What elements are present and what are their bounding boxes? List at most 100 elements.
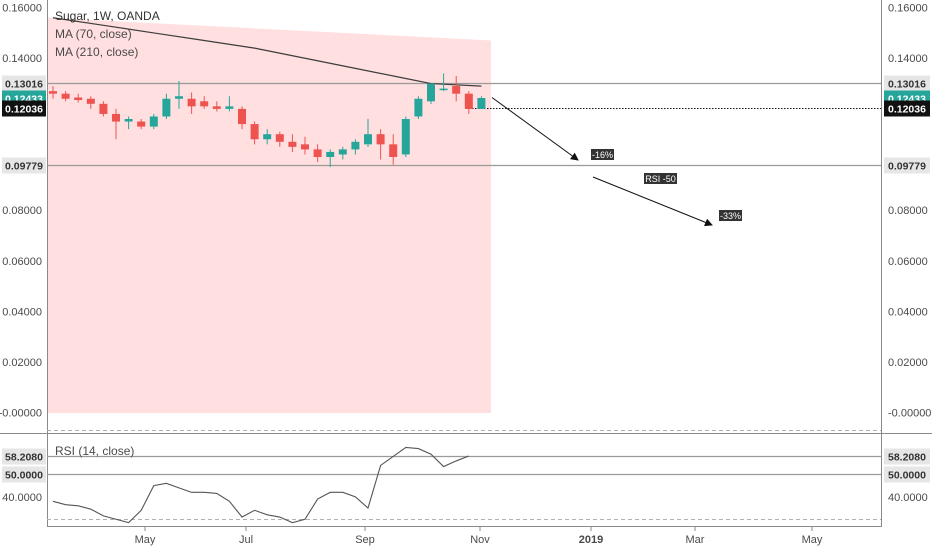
price-level-badge-left xyxy=(2,157,46,174)
rsi-level-badge-left xyxy=(2,448,46,465)
dotted-level-badge-right xyxy=(884,100,930,117)
x-tick-label: Mar xyxy=(686,534,705,546)
price-level-badge-right xyxy=(884,157,930,174)
y-tick-right: 0.04000 xyxy=(888,306,928,318)
candles xyxy=(49,73,486,168)
label-16: -16% xyxy=(591,149,614,160)
label-16-bg xyxy=(591,149,614,160)
candle-body xyxy=(250,124,259,140)
y-tick-right: 0.16000 xyxy=(888,3,928,15)
candle-body xyxy=(427,83,435,102)
rsi-level-badge-left xyxy=(2,466,46,483)
candle-body xyxy=(452,86,461,94)
rsi-level-badge-right xyxy=(884,466,930,483)
candle-body xyxy=(61,93,70,99)
y-tick-left: 0.08000 xyxy=(2,205,42,217)
candle-body xyxy=(124,119,133,122)
candle-body xyxy=(389,144,398,157)
arrow-16 xyxy=(491,97,579,161)
candle-body xyxy=(301,144,309,150)
candle-body xyxy=(175,96,183,99)
y-tick-right: 0.02000 xyxy=(888,357,928,369)
candle-body xyxy=(99,103,108,114)
rsi-level-label-right: 50.0000 xyxy=(888,470,926,482)
candle-body xyxy=(200,101,209,107)
ma210-legend: MA (210, close) xyxy=(55,45,138,59)
ma70-polyline xyxy=(52,17,482,87)
y-tick-right: 0.14000 xyxy=(888,53,928,65)
candle-body xyxy=(112,113,120,122)
candle-body xyxy=(351,141,360,150)
annotations: -16% RSI -50 -33% xyxy=(491,97,742,227)
candle-body xyxy=(439,88,448,91)
rsi-y-tick-left: 40.0000 xyxy=(2,492,42,504)
x-tick-label: May xyxy=(135,534,156,546)
ma70-line xyxy=(52,17,482,87)
candle-body xyxy=(86,98,95,104)
candle-body xyxy=(74,97,83,101)
label-33: -33% xyxy=(719,210,742,221)
dotted-level-badge-left xyxy=(2,100,46,117)
candle-body xyxy=(162,98,171,117)
candle-body xyxy=(137,121,146,127)
candle-body xyxy=(364,134,372,145)
label-rsi: RSI -50 xyxy=(644,173,677,184)
y-tick-left: 0.14000 xyxy=(2,53,42,65)
candle-body xyxy=(238,108,246,125)
candle-body xyxy=(414,98,423,117)
dotted-level-label-left: 0.12036 xyxy=(5,104,43,116)
label-rsi-bg xyxy=(644,173,677,184)
candle-body xyxy=(212,106,221,109)
candle-body xyxy=(225,106,234,109)
x-ticks: May Jul Sep Nov 2019 Mar May xyxy=(135,527,823,546)
rsi-legend: RSI (14, close) xyxy=(55,444,134,458)
x-tick-label: 2019 xyxy=(579,534,603,546)
rsi-pane: 58.2080 58.2080 50.0000 50.0000 40.0000 40.00… xyxy=(2,430,930,524)
shaded-zone-rect xyxy=(47,17,491,413)
arrow-rsi xyxy=(592,176,713,227)
price-level-label-left: 0.13016 xyxy=(5,79,43,91)
chart-title: Sugar, 1W, OANDA xyxy=(55,9,160,23)
price-level-label-left: 0.09779 xyxy=(5,161,43,173)
y-ticks: 0.16000 0.16000 0.14000 0.14000 0.08000 0.080… xyxy=(0,3,931,420)
y-tick-left: 0.04000 xyxy=(2,306,42,318)
rsi-level-label-right: 58.2080 xyxy=(888,452,926,464)
y-tick-right: 0.08000 xyxy=(888,205,928,217)
dotted-level-label-right: 0.12036 xyxy=(888,104,926,116)
rsi-level-label-left: 50.0000 xyxy=(5,470,43,482)
rsi-level-badge-right xyxy=(884,448,930,465)
x-tick-label: Jul xyxy=(239,534,253,546)
candle-body xyxy=(313,149,322,157)
y-tick-left: -0.00000 xyxy=(0,408,42,420)
candle-body xyxy=(288,141,297,147)
x-tick-label: Nov xyxy=(470,534,490,546)
ma70-legend: MA (70, close) xyxy=(55,27,132,41)
candle-body xyxy=(263,134,272,140)
candle-body xyxy=(464,93,473,109)
price-level-badge-left xyxy=(2,75,46,92)
y-tick-right: -0.00000 xyxy=(888,408,931,420)
price-level-badge-right xyxy=(884,75,930,92)
candle-body xyxy=(401,119,410,155)
rsi-line xyxy=(52,446,470,524)
candle-body xyxy=(149,116,158,127)
candle-body xyxy=(477,97,486,109)
candle-body xyxy=(275,134,284,142)
candle-body xyxy=(326,151,335,157)
label-33-bg xyxy=(719,210,742,221)
price-level-label-right: 0.09779 xyxy=(888,161,926,173)
price-level-label-right: 0.13016 xyxy=(888,79,926,91)
rsi-y-tick-right: 40.0000 xyxy=(888,492,928,504)
shaded-zone xyxy=(47,17,491,413)
candle-body xyxy=(338,149,347,155)
candle-body xyxy=(187,98,196,107)
label-rsi-text: RSI -50 xyxy=(645,174,676,184)
label-33-text: -33% xyxy=(720,211,741,221)
y-tick-right: 0.06000 xyxy=(888,256,928,268)
label-16-text: -16% xyxy=(592,150,613,160)
x-tick-label: Sep xyxy=(355,534,375,546)
candle-body xyxy=(49,91,57,94)
y-tick-left: 0.06000 xyxy=(2,256,42,268)
